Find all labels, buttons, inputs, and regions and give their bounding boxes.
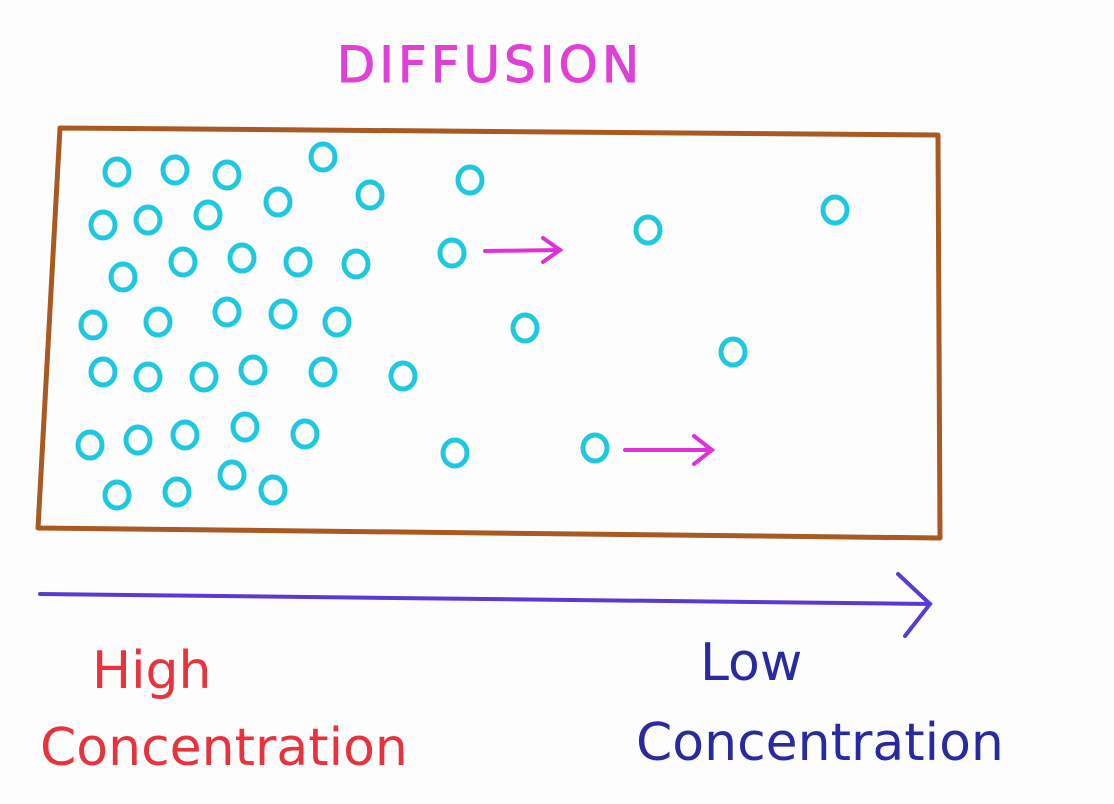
particle [212,159,242,191]
particle [170,419,200,451]
particle [283,246,313,278]
particle [227,242,257,274]
particle [133,361,163,393]
low-label: Low [700,633,802,693]
movement-arrow [483,236,564,264]
particle [308,356,338,388]
particle [212,296,242,328]
particle [633,214,663,246]
movement-arrow [623,434,716,466]
particle [455,164,485,196]
high-label: High [92,641,212,701]
particle [437,237,467,269]
particle [510,312,540,344]
particle [263,186,293,218]
particle [75,429,105,461]
particle [355,179,385,211]
particle [440,437,470,469]
concentration-gradient-arrow [38,572,933,638]
particle [189,361,219,393]
particle [143,306,173,338]
particle [290,418,320,450]
particle [108,261,138,293]
particle [388,360,418,392]
particle [88,356,118,388]
particle [123,424,153,456]
high-label-2: Concentration [40,718,408,778]
particle [580,432,610,464]
particle [820,194,850,226]
particle [102,479,132,511]
diagram-title: DIFFUSION [337,36,644,94]
particle [193,199,223,231]
particle [341,248,371,280]
particle [268,298,298,330]
particle [102,156,132,188]
particle [78,309,108,341]
particle [162,476,192,508]
particle [308,141,338,173]
particle [238,354,268,386]
particle [88,209,118,241]
particle [217,459,247,491]
particle [133,204,163,236]
particle [230,411,260,443]
particle [718,336,748,368]
particle [168,246,198,278]
particle [322,306,352,338]
particle [258,474,288,506]
low-label-2: Concentration [636,713,1004,773]
particle-group [75,141,850,511]
container-box [35,125,943,541]
particle [160,154,190,186]
